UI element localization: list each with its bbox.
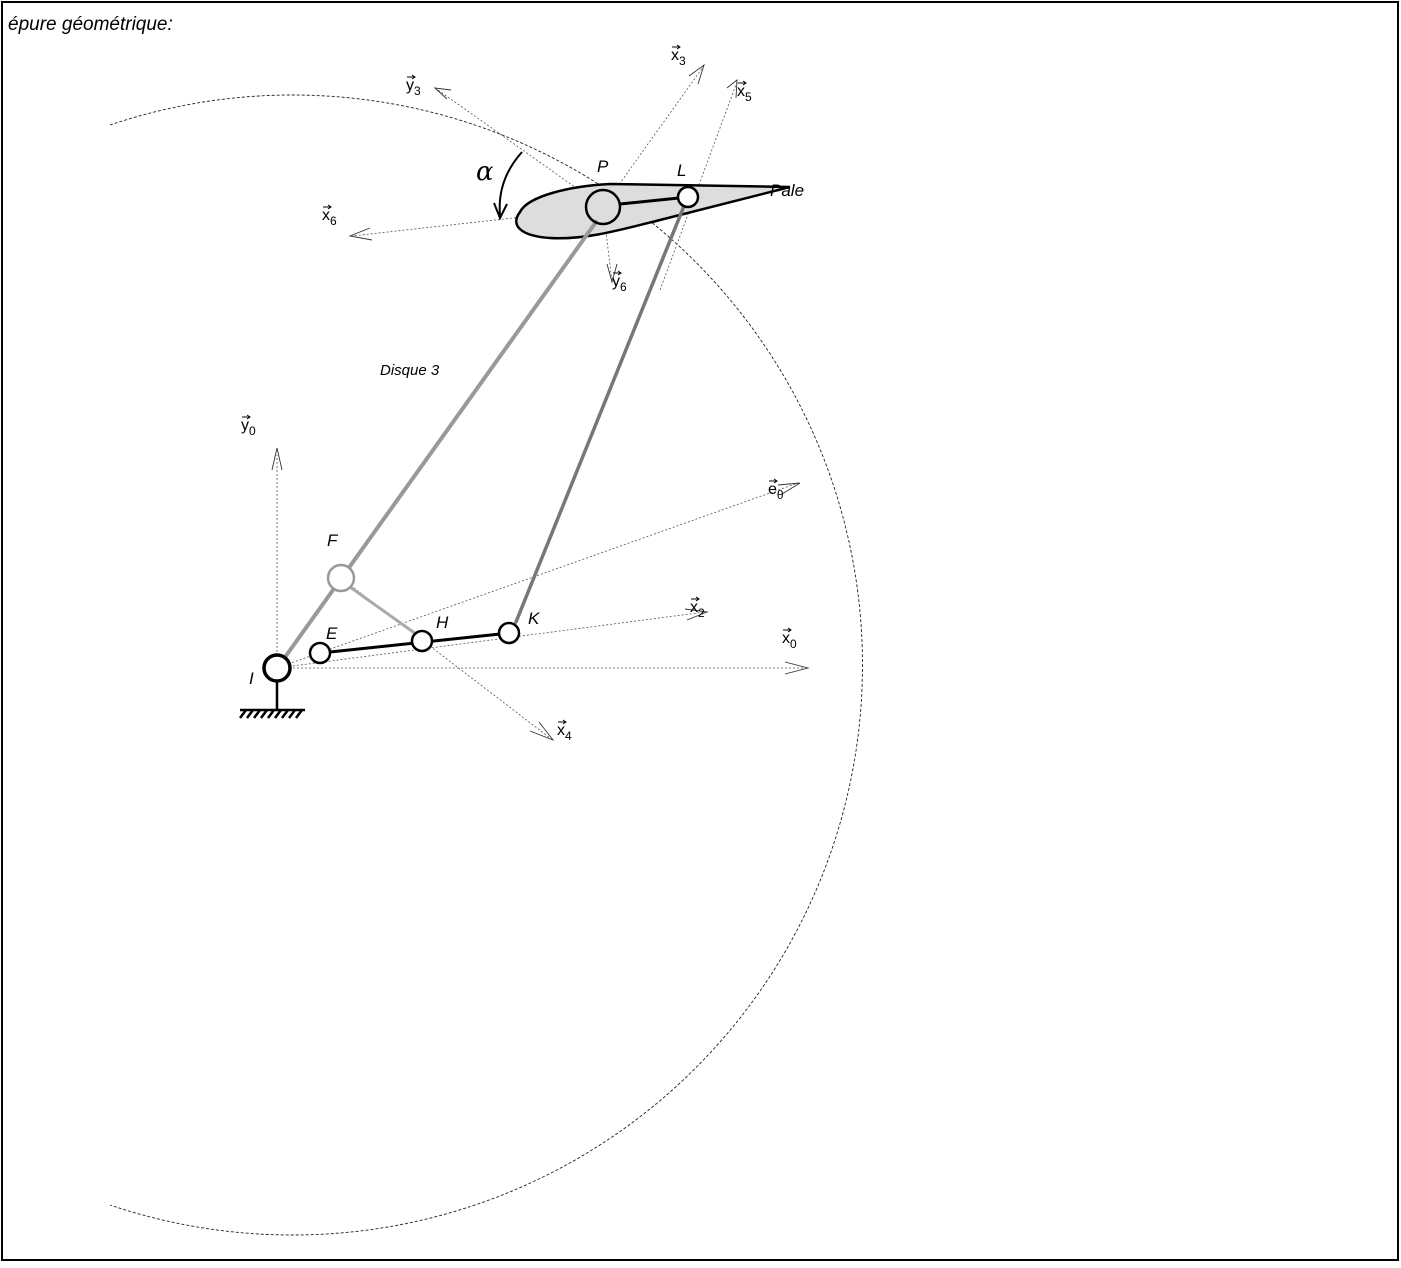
vector-base: x — [557, 722, 565, 739]
label-e: E — [326, 624, 338, 643]
vector-label: x2 — [690, 599, 705, 620]
vector-arrow — [323, 204, 332, 210]
vector-label: eθ — [768, 481, 784, 502]
alpha: α — [476, 157, 494, 187]
vector-arrow — [769, 478, 778, 484]
vector-arrow — [613, 270, 622, 276]
vector-base: x — [690, 599, 698, 616]
vector-label: x0 — [782, 630, 797, 651]
label-k: K — [528, 609, 540, 628]
vector-arrow — [407, 74, 416, 80]
vector-arrow — [672, 44, 681, 50]
vector-label: x6 — [322, 207, 337, 228]
ground — [239, 681, 305, 719]
label-i: I — [249, 669, 254, 688]
vector-arrow — [738, 80, 747, 86]
vector-base: y — [406, 77, 414, 94]
vector-arrow — [558, 719, 567, 725]
vector-label: y6 — [612, 273, 627, 294]
vector-sub: 2 — [698, 606, 705, 620]
vector-sub: 5 — [745, 90, 752, 104]
vector-base: x — [322, 207, 330, 224]
label-p: P — [597, 157, 609, 176]
vector-sub: θ — [777, 488, 784, 502]
vector-base: y — [241, 417, 249, 434]
vector-sub: 3 — [414, 84, 421, 98]
label-disque: Disque 3 — [380, 362, 440, 379]
label-pale: Pale — [770, 181, 804, 200]
label-f: F — [327, 531, 339, 550]
vector-label: y3 — [406, 77, 421, 98]
vector-sub: 4 — [565, 729, 572, 743]
vector-sub: 3 — [679, 54, 686, 68]
vector-base: e — [768, 481, 777, 498]
vector-base: x — [671, 47, 679, 64]
circle-arc — [109, 94, 863, 1236]
vector-sub: 0 — [249, 424, 256, 438]
vector-arrow — [783, 627, 792, 633]
vector-label: x3 — [671, 47, 686, 68]
vector-label: y0 — [241, 417, 256, 438]
joints — [262, 185, 700, 683]
vector-arrow — [242, 414, 251, 420]
title: épure géométrique: — [8, 14, 173, 35]
vector-sub: 0 — [790, 637, 797, 651]
vector-base: x — [782, 630, 790, 647]
vector-label: x5 — [737, 83, 752, 104]
vector-sub: 6 — [620, 280, 627, 294]
label-l: L — [677, 161, 686, 180]
vector-base: y — [612, 273, 620, 290]
vector-base: x — [737, 83, 745, 100]
alpha-arc — [493, 151, 523, 221]
vector-sub: 6 — [330, 214, 337, 228]
vector-arrow — [691, 596, 700, 602]
label-h: H — [436, 613, 449, 632]
vector-label: x4 — [557, 722, 572, 743]
